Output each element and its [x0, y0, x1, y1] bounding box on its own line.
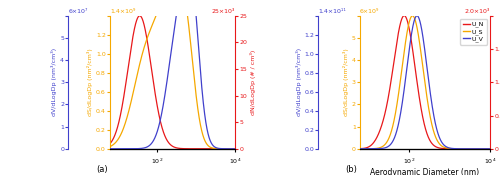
Y-axis label: dS/dLogDp (nm²/cm³): dS/dLogDp (nm²/cm³): [343, 48, 349, 116]
X-axis label: Aerodynamic Diameter (nm): Aerodynamic Diameter (nm): [370, 169, 480, 175]
Y-axis label: dS/dLogDp (nm²/cm³): dS/dLogDp (nm²/cm³): [87, 48, 93, 116]
Y-axis label: dV/dLogDp (nm³/cm³): dV/dLogDp (nm³/cm³): [296, 48, 302, 116]
Text: (b): (b): [346, 165, 358, 174]
Text: 6×10⁹: 6×10⁹: [360, 9, 380, 14]
Text: (a): (a): [96, 165, 108, 174]
Text: 1.4×10⁹: 1.4×10⁹: [110, 9, 136, 14]
Legend: U_N, U_S, U_V: U_N, U_S, U_V: [460, 19, 487, 45]
Y-axis label: dV/dLogDp (nm³/cm³): dV/dLogDp (nm³/cm³): [52, 48, 58, 116]
Y-axis label: dN/dLogDp (# / cm³): dN/dLogDp (# / cm³): [250, 50, 256, 115]
Text: 2.0×10³: 2.0×10³: [464, 9, 490, 14]
Text: 6×10⁷: 6×10⁷: [68, 9, 87, 14]
Text: 25×10³: 25×10³: [212, 9, 235, 14]
Text: 1.4×10¹¹: 1.4×10¹¹: [318, 9, 346, 14]
